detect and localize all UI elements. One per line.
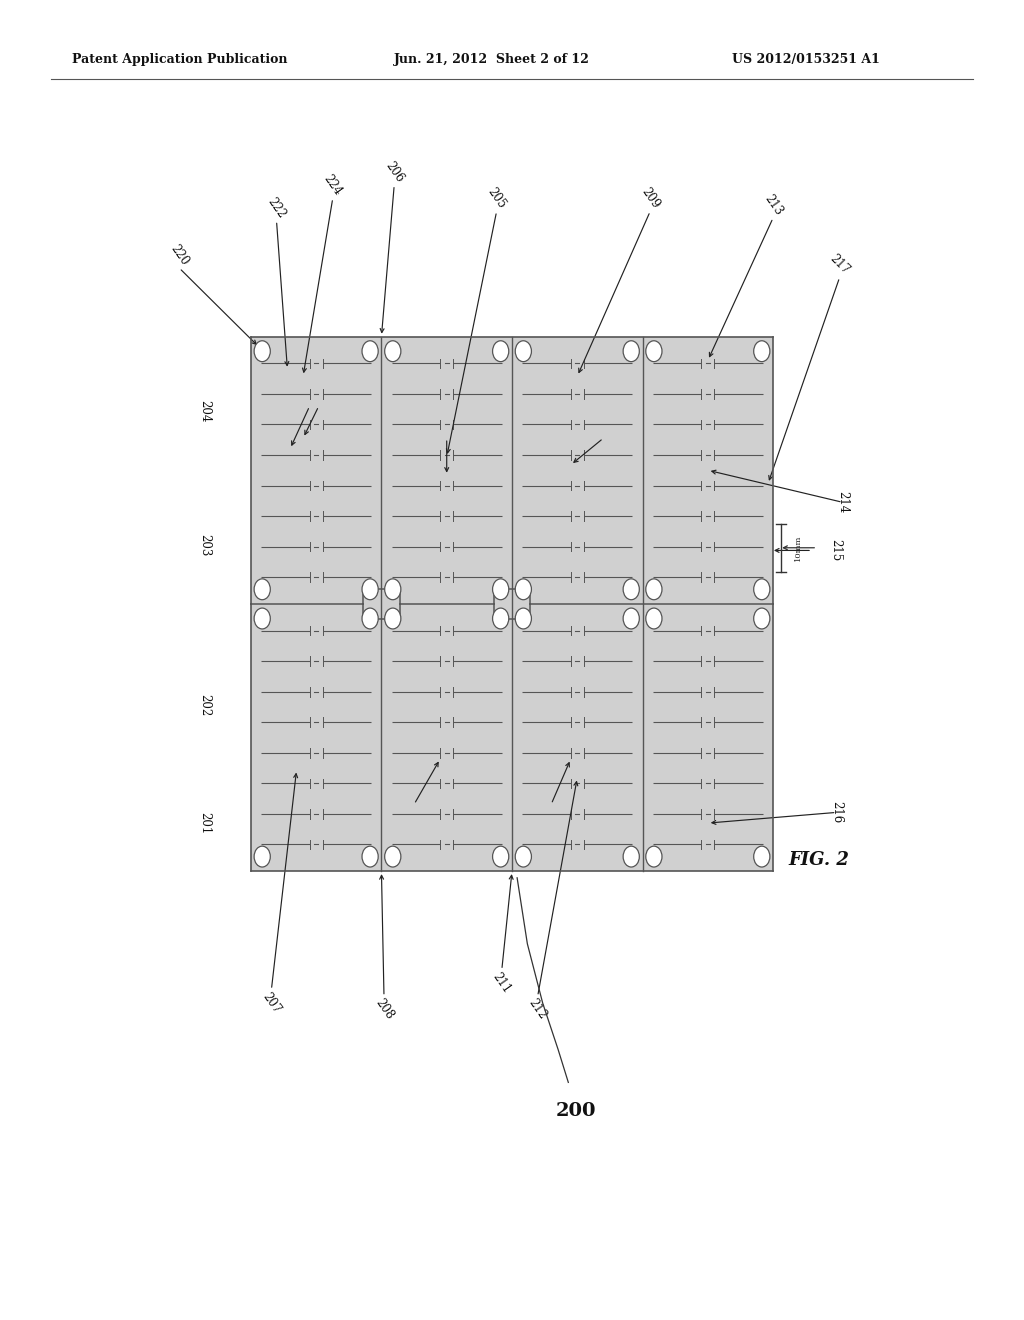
Bar bbox=[251, 605, 381, 871]
Circle shape bbox=[254, 846, 270, 867]
Text: 222: 222 bbox=[265, 195, 288, 220]
Text: 206: 206 bbox=[383, 158, 406, 185]
Circle shape bbox=[754, 609, 770, 628]
Circle shape bbox=[362, 579, 378, 599]
Circle shape bbox=[754, 846, 770, 867]
Text: Jun. 21, 2012  Sheet 2 of 12: Jun. 21, 2012 Sheet 2 of 12 bbox=[394, 53, 590, 66]
Text: 209: 209 bbox=[639, 185, 662, 211]
Circle shape bbox=[362, 846, 378, 867]
Circle shape bbox=[754, 341, 770, 362]
Text: 211: 211 bbox=[490, 970, 513, 995]
Bar bbox=[251, 337, 381, 605]
Circle shape bbox=[515, 609, 531, 628]
Circle shape bbox=[493, 579, 509, 599]
Text: 200: 200 bbox=[555, 1102, 596, 1121]
Circle shape bbox=[754, 579, 770, 599]
Bar bbox=[643, 605, 773, 871]
Circle shape bbox=[385, 341, 400, 362]
Circle shape bbox=[624, 609, 639, 628]
Text: 212: 212 bbox=[526, 997, 549, 1022]
Text: US 2012/0153251 A1: US 2012/0153251 A1 bbox=[732, 53, 880, 66]
Circle shape bbox=[385, 609, 400, 628]
Text: Patent Application Publication: Patent Application Publication bbox=[72, 53, 287, 66]
Text: 213: 213 bbox=[762, 193, 784, 218]
Circle shape bbox=[254, 341, 270, 362]
Circle shape bbox=[624, 579, 639, 599]
Circle shape bbox=[493, 341, 509, 362]
Circle shape bbox=[515, 341, 531, 362]
Circle shape bbox=[646, 609, 662, 628]
Text: 207: 207 bbox=[260, 990, 283, 1016]
Circle shape bbox=[254, 609, 270, 628]
Text: 215: 215 bbox=[829, 540, 843, 561]
Circle shape bbox=[493, 846, 509, 867]
Text: 214: 214 bbox=[837, 491, 849, 513]
Circle shape bbox=[254, 579, 270, 599]
Text: 216: 216 bbox=[830, 801, 843, 824]
Text: FIG. 2: FIG. 2 bbox=[788, 850, 850, 869]
Circle shape bbox=[515, 579, 531, 599]
Bar bbox=[512, 605, 643, 871]
Text: 205: 205 bbox=[485, 185, 508, 211]
Bar bbox=[643, 337, 773, 605]
Circle shape bbox=[624, 341, 639, 362]
Text: 217: 217 bbox=[827, 252, 852, 277]
Circle shape bbox=[515, 846, 531, 867]
Circle shape bbox=[624, 846, 639, 867]
Bar bbox=[512, 337, 643, 605]
Circle shape bbox=[362, 609, 378, 628]
Circle shape bbox=[646, 341, 662, 362]
Text: 202: 202 bbox=[199, 694, 211, 717]
Text: 208: 208 bbox=[373, 997, 395, 1022]
Text: 204: 204 bbox=[199, 400, 211, 422]
Circle shape bbox=[362, 341, 378, 362]
Bar bbox=[381, 337, 512, 605]
Text: 224: 224 bbox=[322, 173, 344, 198]
Circle shape bbox=[646, 846, 662, 867]
Text: 201: 201 bbox=[199, 812, 211, 834]
Text: 220: 220 bbox=[168, 243, 190, 268]
Bar bbox=[381, 605, 512, 871]
Text: 10mm: 10mm bbox=[794, 535, 802, 561]
Circle shape bbox=[493, 609, 509, 628]
Circle shape bbox=[385, 579, 400, 599]
Circle shape bbox=[385, 846, 400, 867]
Text: 203: 203 bbox=[199, 533, 211, 556]
Circle shape bbox=[646, 579, 662, 599]
